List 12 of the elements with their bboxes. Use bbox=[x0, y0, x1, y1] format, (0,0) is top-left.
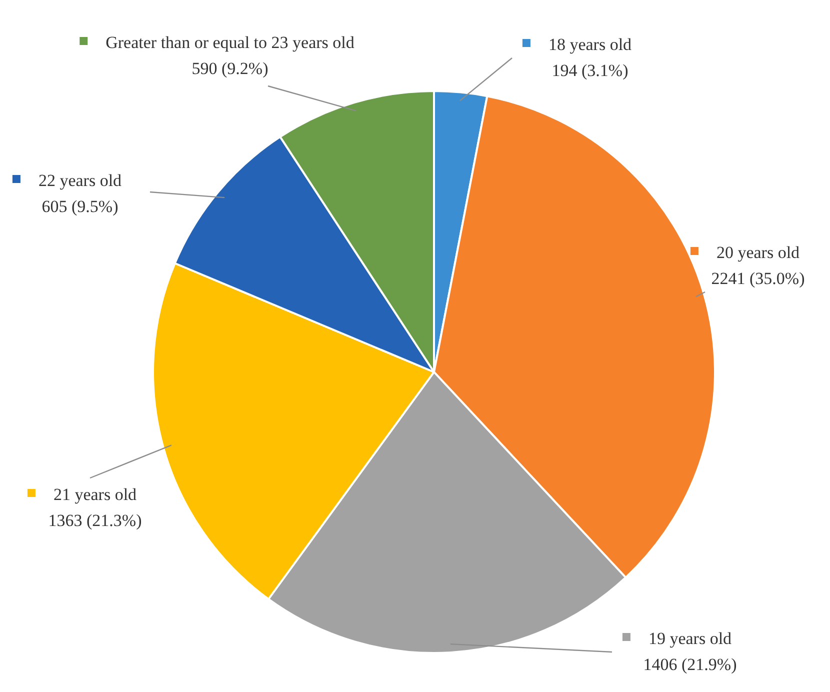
data-label: 1406 (21.9%) bbox=[643, 655, 737, 674]
legend-label: Greater than or equal to 23 years old bbox=[106, 33, 355, 52]
legend-label: 21 years old bbox=[53, 485, 138, 504]
data-label: 605 (9.5%) bbox=[42, 197, 118, 216]
data-label: 590 (9.2%) bbox=[192, 59, 268, 78]
data-label: 194 (3.1%) bbox=[552, 61, 628, 80]
legend-label: 18 years old bbox=[548, 35, 632, 54]
legend-label: 19 years old bbox=[648, 629, 732, 648]
legend-label: 22 years old bbox=[38, 171, 122, 190]
legend-label: 20 years old bbox=[716, 243, 800, 262]
data-label: 1363 (21.3%) bbox=[48, 511, 142, 530]
data-label: 2241 (35.0%) bbox=[711, 269, 805, 288]
